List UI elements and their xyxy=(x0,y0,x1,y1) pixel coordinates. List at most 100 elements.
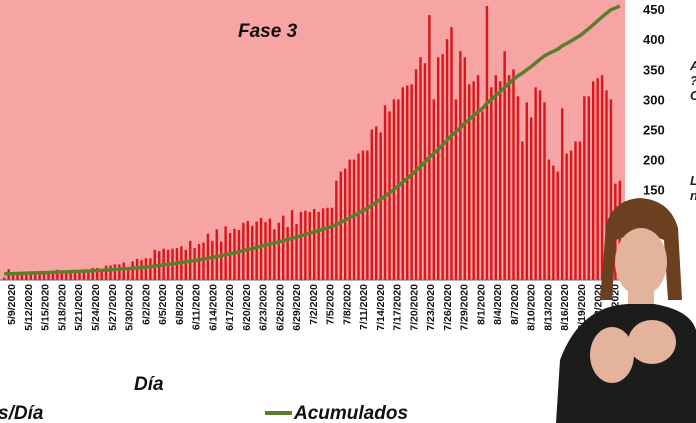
bar-day-131 xyxy=(578,141,582,280)
x-axis-ticks: 5/9/2020 5/12/2020 5/15/2020 5/18/2020 5/21/… xyxy=(6,284,621,331)
x-tick-label: 8/19/2020 xyxy=(576,284,588,331)
x-tick-label: 5/21/2020 xyxy=(73,284,85,331)
y-tick-200: 200 xyxy=(643,153,665,168)
bar-day-82 xyxy=(361,150,365,280)
chart-title: Fase 3 xyxy=(238,21,298,42)
interpreter-hand-left xyxy=(590,327,634,383)
x-axis-label: Día xyxy=(134,374,164,395)
bar-day-94 xyxy=(414,69,418,280)
x-tick-label: 5/30/2020 xyxy=(124,284,136,331)
bar-day-132 xyxy=(583,96,586,280)
edge-fragment-1: A xyxy=(689,58,696,73)
x-tick-label: 6/8/2020 xyxy=(174,284,186,325)
bar-day-14 xyxy=(60,273,64,280)
bar-day-64 xyxy=(282,215,285,280)
x-tick-label: 7/29/2020 xyxy=(459,284,471,331)
bar-day-78 xyxy=(344,168,347,280)
bar-day-137 xyxy=(605,90,608,280)
x-tick-label: 5/27/2020 xyxy=(107,284,119,331)
bar-day-98 xyxy=(432,99,436,280)
bar-day-7 xyxy=(29,272,33,280)
x-tick-label: 5/12/2020 xyxy=(23,284,35,331)
bar-day-44 xyxy=(193,248,196,280)
bar-day-33 xyxy=(144,258,148,280)
bar-day-126 xyxy=(556,171,560,280)
x-tick-label: 7/11/2020 xyxy=(358,284,370,330)
bar-day-71 xyxy=(313,208,316,280)
bar-day-118 xyxy=(521,141,524,280)
x-tick-label: 7/5/2020 xyxy=(325,284,337,325)
edge-fragment-5: n xyxy=(690,188,696,203)
bar-day-1 xyxy=(3,277,6,280)
bar-day-34 xyxy=(149,258,152,280)
bar-day-125 xyxy=(552,165,555,280)
bar-day-23 xyxy=(100,270,103,280)
bar-day-133 xyxy=(587,96,591,280)
bar-day-130 xyxy=(574,141,577,280)
bar-day-6 xyxy=(25,272,28,280)
edge-fragment-2: ? xyxy=(690,73,696,88)
bar-day-20 xyxy=(87,270,90,280)
bar-day-138 xyxy=(609,99,613,280)
bar-day-92 xyxy=(406,85,409,280)
y-tick-400: 400 xyxy=(643,32,665,47)
bar-day-11 xyxy=(47,271,50,280)
bar-day-123 xyxy=(543,102,546,281)
bar-day-52 xyxy=(228,233,232,280)
bar-day-67 xyxy=(295,224,298,280)
bar-day-105 xyxy=(463,57,467,281)
bar-day-120 xyxy=(530,117,533,280)
bar-day-101 xyxy=(445,39,449,280)
x-tick-label: 5/15/2020 xyxy=(40,284,52,331)
x-tick-label: 7/8/2020 xyxy=(341,284,353,325)
interpreter-hair xyxy=(600,198,682,300)
bar-day-96 xyxy=(423,63,427,281)
y-tick-250: 250 xyxy=(643,122,665,137)
legend: s/Día Acumulados xyxy=(0,403,408,423)
bar-day-9 xyxy=(38,273,41,280)
bar-day-59 xyxy=(259,217,263,280)
bar-day-63 xyxy=(277,222,281,280)
bar-day-73 xyxy=(321,208,325,280)
edge-fragment-4: L xyxy=(690,173,696,188)
bar-day-13 xyxy=(56,269,59,280)
bar-day-5 xyxy=(20,273,24,280)
bar-day-134 xyxy=(592,81,595,280)
y-tick-450: 450 xyxy=(643,2,665,17)
y-tick-150: 150 xyxy=(643,183,665,198)
x-tick-label: 6/29/2020 xyxy=(291,284,303,331)
x-tick-label: 6/26/2020 xyxy=(274,284,286,331)
bar-day-22 xyxy=(96,267,99,280)
cumulative-line xyxy=(4,4,621,276)
bar-day-8 xyxy=(34,273,37,280)
bar-day-4 xyxy=(16,273,19,280)
bar-day-32 xyxy=(140,260,143,280)
bar-day-48 xyxy=(211,240,214,280)
bar-day-28 xyxy=(122,262,126,280)
bar-day-24 xyxy=(104,265,108,280)
bar-day-88 xyxy=(388,111,391,281)
bar-day-106 xyxy=(468,84,471,280)
x-tick-label: 5/18/2020 xyxy=(56,284,68,331)
bar-day-15 xyxy=(65,271,68,280)
bar-day-68 xyxy=(299,211,303,280)
bar-day-12 xyxy=(51,271,55,280)
bar-day-75 xyxy=(330,207,334,280)
bar-day-86 xyxy=(379,132,382,280)
x-tick-label: 6/5/2020 xyxy=(157,284,169,325)
bar-day-115 xyxy=(507,75,511,281)
bar-day-29 xyxy=(127,267,130,280)
bar-day-65 xyxy=(286,227,289,280)
x-tick-label: 8/4/2020 xyxy=(492,284,504,325)
x-tick-label: 7/2/2020 xyxy=(308,284,320,325)
x-tick-label: 7/14/2020 xyxy=(375,284,387,331)
edge-fragment-3: C xyxy=(690,88,696,103)
bar-day-21 xyxy=(91,267,95,280)
x-tick-label: 8/7/2020 xyxy=(509,284,521,325)
sign-language-interpreter-figure xyxy=(556,198,696,423)
bar-day-109 xyxy=(481,111,484,281)
bar-day-27 xyxy=(118,264,121,280)
bar-day-30 xyxy=(131,261,134,280)
x-tick-label: 7/17/2020 xyxy=(392,284,404,331)
right-edge-fragments: A?C Ln xyxy=(689,58,696,203)
